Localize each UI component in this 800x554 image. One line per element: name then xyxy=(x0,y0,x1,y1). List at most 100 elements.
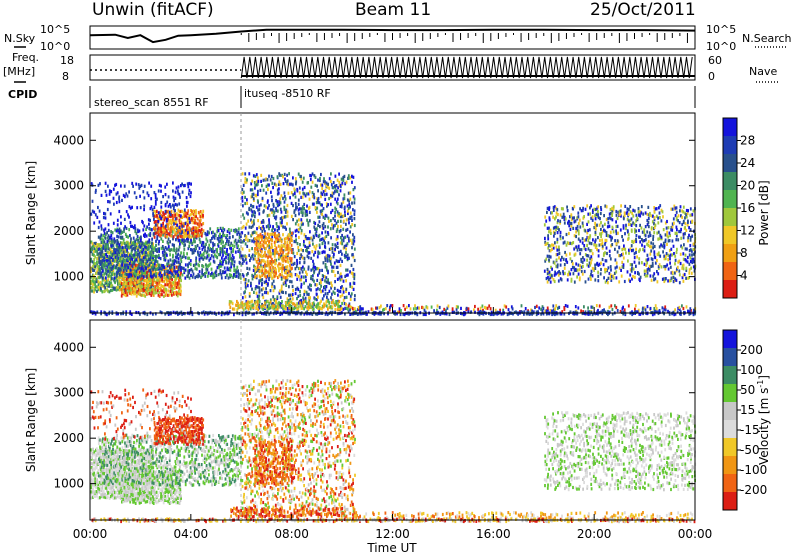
power-cell xyxy=(567,272,570,276)
power-cell xyxy=(473,308,475,312)
power-cell xyxy=(125,268,128,273)
power-cell xyxy=(222,233,224,238)
power-cell xyxy=(167,214,170,219)
power-cell xyxy=(334,247,336,251)
power-cell xyxy=(326,259,329,263)
power-cell xyxy=(127,263,130,267)
power-cell xyxy=(261,226,264,230)
power-cell xyxy=(143,208,145,212)
power-cell xyxy=(157,216,160,221)
power-cell xyxy=(94,244,97,248)
power-cell xyxy=(186,225,188,229)
power-cell xyxy=(615,276,618,280)
power-cell xyxy=(579,252,582,256)
power-cell xyxy=(320,237,323,241)
power-cell xyxy=(332,191,335,195)
power-cell xyxy=(122,277,124,282)
power-cell xyxy=(558,245,560,249)
power-cell xyxy=(140,269,142,273)
power-cell xyxy=(616,239,619,243)
power-cell xyxy=(306,209,308,214)
power-cell xyxy=(306,213,309,217)
power-cell xyxy=(389,304,392,308)
power-cell xyxy=(331,301,333,305)
power-cell xyxy=(124,287,127,292)
power-cell xyxy=(520,304,523,308)
power-cell xyxy=(231,307,234,311)
power-cell xyxy=(231,253,234,258)
power-cell xyxy=(241,191,244,195)
power-cell xyxy=(208,231,211,235)
power-cell xyxy=(251,299,254,303)
power-cell xyxy=(680,214,682,218)
power-cell xyxy=(556,263,559,267)
power-cell xyxy=(642,212,645,216)
power-cell xyxy=(171,273,174,277)
power-cell xyxy=(168,285,171,289)
power-cell xyxy=(251,239,253,243)
power-cell xyxy=(174,270,177,274)
power-cell xyxy=(287,183,290,187)
power-cell xyxy=(351,180,353,184)
power-cell xyxy=(174,196,177,200)
power-cell xyxy=(334,280,336,284)
power-cell xyxy=(667,267,670,271)
power-cell xyxy=(189,262,192,267)
power-cell xyxy=(335,229,338,233)
power-cell xyxy=(139,292,141,297)
power-cell xyxy=(278,301,280,305)
power-cell xyxy=(96,243,99,247)
power-cell xyxy=(267,291,269,295)
power-cell xyxy=(569,241,572,245)
power-cell xyxy=(570,224,573,228)
power-cell xyxy=(272,252,274,256)
power-cell xyxy=(176,294,179,298)
power-cell xyxy=(316,266,318,271)
power-cell xyxy=(153,214,156,218)
power-cell xyxy=(130,289,133,293)
power-cell xyxy=(256,268,259,272)
power-cell xyxy=(239,254,241,258)
power-cell xyxy=(355,309,357,314)
power-cell xyxy=(146,246,149,250)
power-cell xyxy=(294,267,297,271)
power-cell xyxy=(144,248,147,252)
power-cell xyxy=(384,307,387,311)
power-cell xyxy=(342,287,345,291)
power-cell xyxy=(144,254,147,258)
power-cell xyxy=(221,250,224,254)
power-cell xyxy=(118,197,120,201)
power-cell xyxy=(157,242,160,246)
power-cell xyxy=(173,199,175,203)
power-cell xyxy=(321,289,324,293)
power-cell xyxy=(337,289,340,293)
power-cell xyxy=(258,298,260,302)
power-cell xyxy=(163,290,165,294)
power-cell xyxy=(125,277,128,281)
power-cell xyxy=(169,213,172,217)
power-cell xyxy=(91,183,94,187)
power-cell xyxy=(675,218,678,222)
power-cell xyxy=(250,208,253,212)
power-cell xyxy=(331,305,334,309)
power-cell xyxy=(684,253,687,257)
power-cell xyxy=(190,240,193,244)
power-cell xyxy=(94,288,97,292)
power-cell xyxy=(131,264,134,268)
power-cell xyxy=(310,305,313,309)
power-cell xyxy=(308,287,311,291)
power-cell xyxy=(578,268,581,272)
power-cell xyxy=(106,259,108,263)
power-cell xyxy=(638,235,640,239)
power-cell xyxy=(269,224,272,228)
power-cell xyxy=(103,240,106,244)
power-cell xyxy=(583,215,585,219)
power-cell xyxy=(142,282,145,286)
power-cell xyxy=(271,276,273,280)
power-cell xyxy=(679,252,682,256)
power-cell xyxy=(131,254,134,258)
power-cell xyxy=(166,253,168,257)
power-cell xyxy=(682,279,685,283)
power-cell xyxy=(160,200,163,205)
power-cell xyxy=(672,275,675,279)
